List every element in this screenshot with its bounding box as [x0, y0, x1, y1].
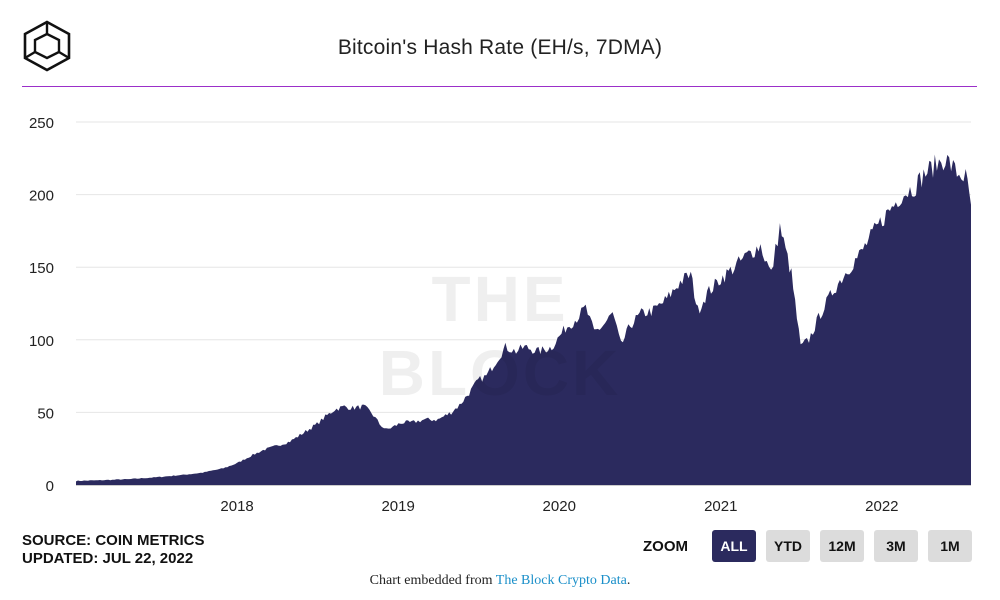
zoom-ytd-button[interactable]: YTD [766, 530, 810, 562]
source-label: SOURCE: COIN METRICS [22, 532, 205, 549]
x-tick-label-2022: 2022 [865, 498, 898, 515]
cube-logo-icon [23, 20, 71, 72]
zoom-all-button[interactable]: ALL [712, 530, 756, 562]
y-tick-label-150: 150 [29, 260, 54, 277]
title-divider [22, 86, 977, 87]
zoom-1m-button[interactable]: 1M [928, 530, 972, 562]
y-tick-label-100: 100 [29, 333, 54, 350]
zoom-3m-button[interactable]: 3M [874, 530, 918, 562]
y-tick-label-0: 0 [46, 478, 54, 495]
x-tick-label-2019: 2019 [381, 498, 414, 515]
zoom-12m-button[interactable]: 12M [820, 530, 864, 562]
y-tick-label-250: 250 [29, 115, 54, 132]
zoom-controls: ZOOM ALL YTD 12M 3M 1M [643, 530, 972, 562]
embed-link[interactable]: The Block Crypto Data [495, 573, 627, 588]
embed-suffix: . [626, 573, 631, 588]
chart-title: Bitcoin's Hash Rate (EH/s, 7DMA) [337, 36, 663, 59]
embed-credit: Chart embedded from The Block Crypto Dat… [0, 573, 1000, 589]
embed-prefix: Chart embedded from [369, 573, 496, 588]
updated-label: UPDATED: JUL 22, 2022 [22, 550, 194, 567]
hash-rate-area [76, 154, 971, 485]
x-tick-label-2018: 2018 [220, 498, 253, 515]
x-tick-label-2020: 2020 [543, 498, 576, 515]
y-tick-label-50: 50 [37, 405, 54, 422]
source-info: SOURCE: COIN METRICS UPDATED: JUL 22, 20… [22, 532, 205, 568]
zoom-label: ZOOM [643, 537, 688, 555]
x-tick-label-2021: 2021 [704, 498, 737, 515]
y-tick-label-200: 200 [29, 188, 54, 205]
